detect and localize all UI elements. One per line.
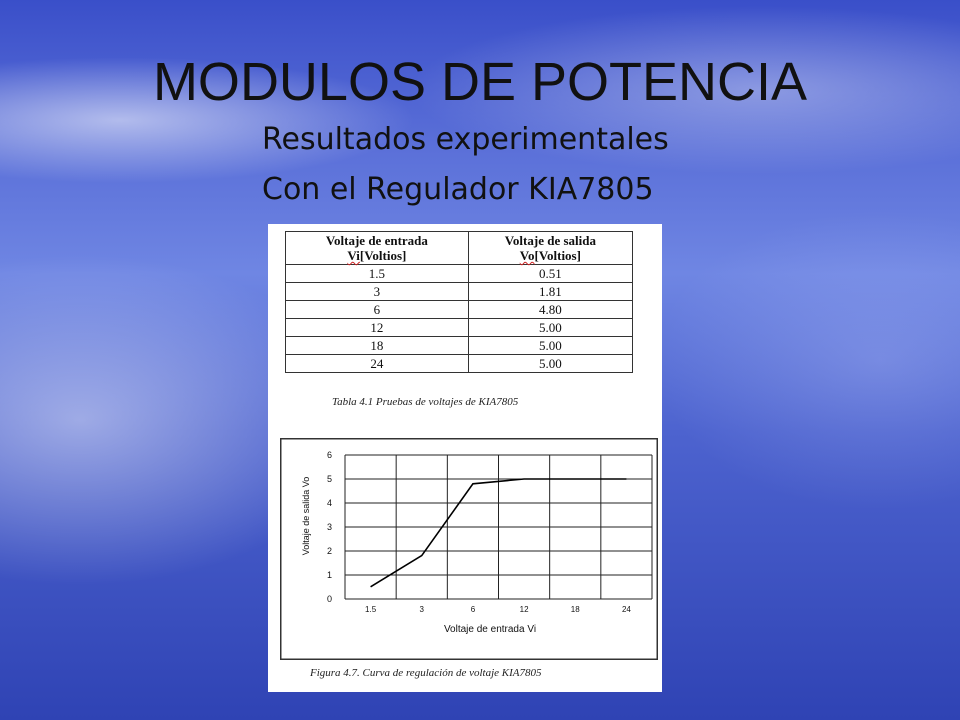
table-cell: 1.81 [467, 282, 634, 301]
y-tick-label: 1 [327, 570, 332, 580]
x-tick-label: 3 [420, 605, 425, 614]
table-cell: 5.00 [467, 336, 634, 355]
x-tick-label: 24 [622, 605, 631, 614]
table-cell: 6 [285, 300, 469, 319]
table-cell: 24 [285, 354, 469, 373]
table-cell: 3 [285, 282, 469, 301]
x-axis-label: Voltaje de entrada Vi [444, 624, 536, 635]
x-tick-label: 12 [520, 605, 529, 614]
table-row: 3 1.81 [285, 282, 634, 301]
voltage-table: Voltaje de entrada Vi[Voltios] Voltaje d… [285, 231, 634, 373]
table-cell: 0.51 [467, 264, 634, 283]
y-tick-label: 6 [327, 450, 332, 460]
header-symbol: Vi [347, 248, 360, 263]
table-cell: 1.5 [285, 264, 469, 283]
slide-title: MODULOS DE POTENCIA [152, 52, 808, 112]
header-symbol: Vo [519, 248, 535, 263]
header-unit: [Voltios] [359, 248, 407, 263]
table-cell: 4.80 [467, 300, 634, 319]
header-unit: [Voltios] [534, 248, 581, 263]
y-tick-label: 3 [327, 522, 332, 532]
x-tick-label: 18 [571, 605, 580, 614]
table-row: 6 4.80 [285, 300, 634, 319]
x-tick-label: 6 [471, 605, 476, 614]
figure-panel: Voltaje de entrada Vi[Voltios] Voltaje d… [268, 224, 662, 692]
slide-subtitle-regulator: Con el Regulador KIA7805 [262, 172, 654, 207]
table-caption: Tabla 4.1 Pruebas de voltajes de KIA7805 [332, 396, 519, 408]
table-cell: 5.00 [467, 318, 634, 337]
y-tick-label: 4 [327, 498, 332, 508]
table-row: 12 5.00 [285, 318, 634, 337]
series-line [370, 478, 627, 588]
y-tick-label: 2 [327, 546, 332, 556]
header-label: Voltaje de entrada [325, 233, 428, 248]
y-axis-label: Voltaje de salida Vo [301, 477, 311, 556]
y-tick-label: 0 [327, 594, 332, 604]
table-header-input: Voltaje de entrada Vi[Voltios] [285, 231, 469, 265]
table-cell: 18 [285, 336, 469, 355]
table-cell: 5.00 [467, 354, 634, 373]
header-label: Voltaje de salida [504, 233, 596, 248]
x-axis-ticks: 1.5 3 6 12 18 24 [365, 605, 631, 614]
table-header-output: Voltaje de salida Vo[Voltios] [467, 231, 634, 265]
slide-subtitle: Resultados experimentales [262, 122, 669, 157]
table-row: 18 5.00 [285, 336, 634, 355]
table-row: 24 5.00 [285, 354, 634, 373]
figure-caption: Figura 4.7. Curva de regulación de volta… [310, 667, 542, 679]
chart-frame [280, 438, 658, 660]
x-tick-label: 1.5 [365, 605, 377, 614]
table-cell: 12 [285, 318, 469, 337]
y-tick-label: 5 [327, 474, 332, 484]
table-row: 1.5 0.51 [285, 264, 634, 283]
y-axis-ticks: 0 1 2 3 4 5 6 [327, 450, 332, 604]
